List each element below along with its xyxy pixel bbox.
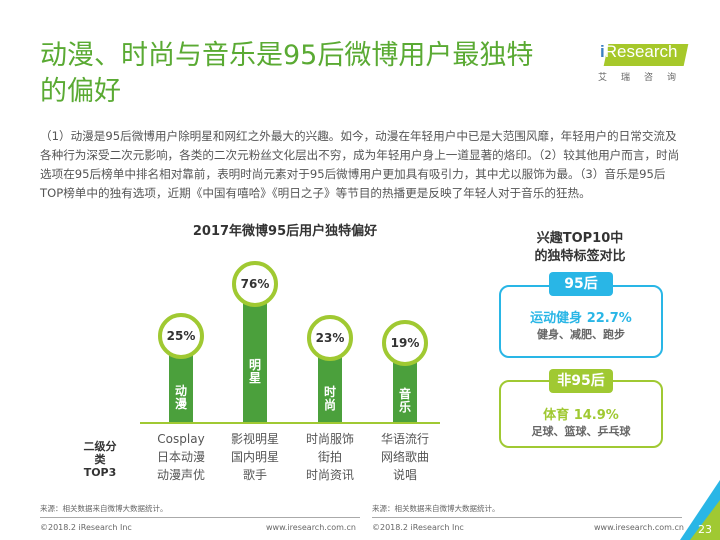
subcategory-item: 网络歌曲 [380,450,429,464]
subcategory-item: 影视明星 [230,432,279,446]
subcategory-item: 华语流行 [380,432,429,446]
description-text: （1）动漫是95后微博用户除明星和网红之外最大的兴趣。如今，动漫在年轻用户中已是… [40,129,680,200]
bar-label: 时尚 [323,385,336,413]
bar-明星: 明星 [243,284,267,422]
chart-title: 2017年微博95后用户独特偏好 [192,224,378,239]
subcategory-list: 时尚服饰街拍时尚资讯 [290,430,370,484]
url-left: www.iresearch.com.cn [266,523,356,532]
url-right: www.iresearch.com.cn [594,523,684,532]
subcategory-item: 时尚资讯 [305,468,354,482]
value-label: 76% [232,261,278,307]
iresearch-logo: iResearch 艾瑞咨询 [598,42,691,83]
page-title: 动漫、时尚与音乐是95后微博用户最独特的偏好 [40,40,534,107]
subcategory-item: 时尚服饰 [305,432,354,446]
chart-baseline [140,422,440,424]
subcategory-label: 二级分类TOP3 [83,440,117,479]
subcategory-list: 影视明星国内明星歌手 [215,430,295,484]
subcategory-item: 歌手 [242,468,267,482]
value-label: 25% [158,313,204,360]
subcategory-item: 街拍 [317,450,342,464]
comparison-title: 兴趣TOP10中 的独特标签对比 [534,231,626,264]
copyright-right: ©2018.2 iResearch Inc [372,523,464,532]
subcategory-item: 说唱 [392,468,417,482]
subcategory-list: Cosplay 日本动漫动漫声优 [141,430,221,484]
tag-95: 95后 [549,272,613,296]
divider [40,517,360,518]
source-left: 来源：相关数据来自微博大数据统计。 [40,504,168,513]
corner-decoration [680,480,720,540]
value-label: 19% [382,319,428,366]
group-box-non95: 体育 14.9% 足球、篮球、乒乓球 [499,380,663,448]
subcategory-item: Cosplay [157,432,205,446]
group-box-95: 运动健身 22.7% 健身、减肥、跑步 [499,285,663,358]
divider [372,517,682,518]
subcategory-item: 动漫声优 [156,468,205,482]
source-right: 来源：相关数据来自微博大数据统计。 [372,504,500,513]
tag-non95: 非95后 [549,369,613,393]
page-number: 23 [698,523,712,536]
subcategory-item: 日本动漫 [156,450,205,464]
subcategory-item: 国内明星 [230,450,279,464]
subcategory-list: 华语流行网络歌曲说唱 [365,430,445,484]
bar-label: 明星 [248,358,261,385]
bar-label: 音乐 [398,387,411,415]
copyright-left: ©2018.2 iResearch Inc [40,523,132,532]
bar-label: 动漫 [174,384,187,412]
value-label: 23% [307,315,353,362]
